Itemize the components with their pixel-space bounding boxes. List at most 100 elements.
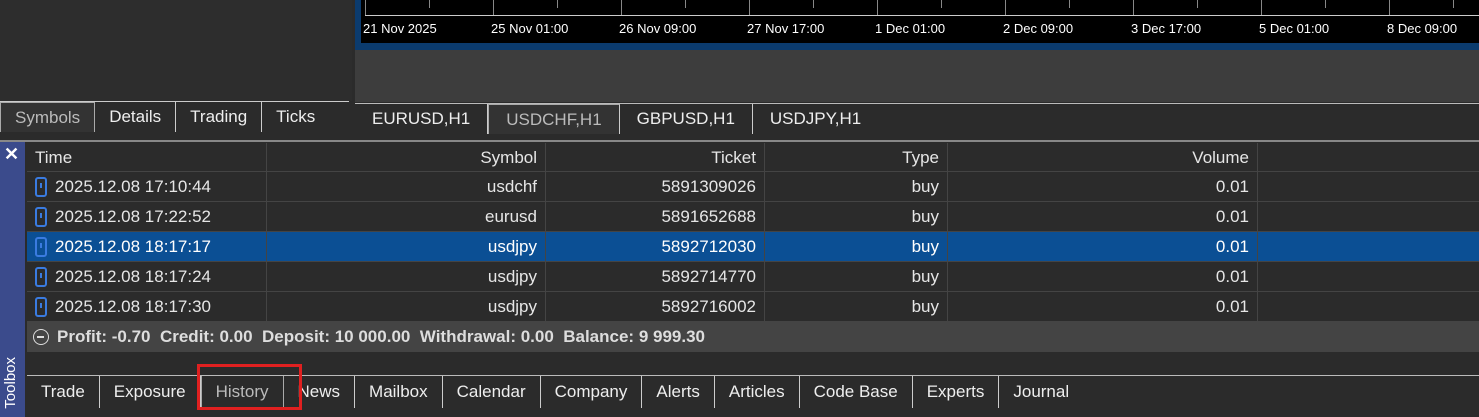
tab-journal[interactable]: Journal xyxy=(1013,382,1070,401)
cell-symbol: usdjpy xyxy=(267,232,546,261)
axis-line xyxy=(365,15,1479,16)
summary-bar: Profit: -0.70 Credit: 0.00 Deposit: 10 0… xyxy=(27,322,1479,352)
table-row[interactable]: 2025.12.08 18:17:30 usdjpy 5892716002 buy 0.… xyxy=(27,292,1479,322)
summary-text: Profit: -0.70 Credit: 0.00 Deposit: 10 0… xyxy=(57,327,705,346)
axis-label: 26 Nov 09:00 xyxy=(619,21,697,36)
tab-ticks[interactable]: Ticks xyxy=(276,107,316,126)
axis-minor-tick xyxy=(429,0,430,8)
tab-company[interactable]: Company xyxy=(541,376,643,408)
cell-volume: 0.01 xyxy=(948,232,1258,261)
cell-time: 2025.12.08 18:17:17 xyxy=(27,232,267,261)
cell-ticket: 5892714770 xyxy=(546,262,765,291)
col-ticket[interactable]: Ticket xyxy=(546,143,765,171)
table-row[interactable]: 2025.12.08 17:10:44 usdchf 5891309026 buy 0.… xyxy=(27,172,1479,202)
cell-time: 2025.12.08 17:10:44 xyxy=(27,172,267,201)
cell-empty xyxy=(1258,202,1479,231)
cell-symbol: usdjpy xyxy=(267,262,546,291)
cell-type: buy xyxy=(765,232,948,261)
col-volume[interactable]: Volume xyxy=(948,143,1258,171)
cell-ticket: 5892712030 xyxy=(546,232,765,261)
document-icon xyxy=(35,206,47,227)
toolbox-label: Toolbox xyxy=(2,357,19,409)
cell-empty xyxy=(1258,232,1479,261)
toolbox-sidebar: ✕ Toolbox xyxy=(0,142,25,417)
cell-volume: 0.01 xyxy=(948,202,1258,231)
time-value: 2025.12.08 18:17:17 xyxy=(55,236,211,256)
collapse-icon[interactable] xyxy=(33,329,49,345)
cell-time: 2025.12.08 18:17:24 xyxy=(27,262,267,291)
col-symbol[interactable]: Symbol xyxy=(267,143,546,171)
table-row[interactable]: 2025.12.08 18:17:17 usdjpy 5892712030 buy 0.… xyxy=(27,232,1479,262)
time-value: 2025.12.08 18:17:30 xyxy=(55,296,211,316)
tab-eurusd[interactable]: EURUSD,H1 xyxy=(355,104,489,134)
tab-mailbox[interactable]: Mailbox xyxy=(355,376,443,408)
close-icon[interactable]: ✕ xyxy=(4,144,20,164)
cell-symbol: usdjpy xyxy=(267,292,546,321)
tab-gbpusd[interactable]: GBPUSD,H1 xyxy=(620,104,753,134)
cell-volume: 0.01 xyxy=(948,262,1258,291)
tab-trade[interactable]: Trade xyxy=(27,376,100,408)
cell-volume: 0.01 xyxy=(948,292,1258,321)
axis-tick xyxy=(621,0,622,15)
col-time[interactable]: Time xyxy=(27,143,267,171)
axis-label: 5 Dec 01:00 xyxy=(1259,21,1330,36)
tab-articles[interactable]: Articles xyxy=(715,376,800,408)
tab-history[interactable]: History xyxy=(200,376,284,408)
table-row[interactable]: 2025.12.08 17:22:52 eurusd 5891652688 buy 0.… xyxy=(27,202,1479,232)
tab-exposure[interactable]: Exposure xyxy=(100,376,201,408)
toolbox-tabs: Trade Exposure History News Mailbox Calendar C… xyxy=(27,375,1479,408)
axis-label: 2 Dec 09:00 xyxy=(1003,21,1074,36)
cell-ticket: 5891309026 xyxy=(546,172,765,201)
axis-minor-tick xyxy=(941,0,942,8)
axis-label: 3 Dec 17:00 xyxy=(1131,21,1202,36)
chart-time-axis: 21 Nov 2025 25 Nov 01:00 26 Nov 09:00 27 No… xyxy=(361,0,1479,43)
cell-time: 2025.12.08 17:22:52 xyxy=(27,202,267,231)
axis-minor-tick xyxy=(813,0,814,8)
cell-ticket: 5892716002 xyxy=(546,292,765,321)
cell-volume: 0.01 xyxy=(948,172,1258,201)
cell-symbol: usdchf xyxy=(267,172,546,201)
chart-gap xyxy=(355,50,1479,102)
tab-trading[interactable]: Trading xyxy=(176,102,263,132)
left-tabs: Symbols Details Trading Ticks xyxy=(0,101,349,132)
document-icon xyxy=(35,296,47,317)
tab-experts[interactable]: Experts xyxy=(913,376,1000,408)
axis-minor-tick xyxy=(1453,0,1454,8)
chart-tabs: EURUSD,H1 USDCHF,H1 GBPUSD,H1 USDJPY,H1 xyxy=(355,103,1479,134)
axis-label: 25 Nov 01:00 xyxy=(491,21,569,36)
tab-symbols[interactable]: Symbols xyxy=(0,102,96,132)
left-panel xyxy=(0,0,352,101)
tab-code-base[interactable]: Code Base xyxy=(800,376,913,408)
document-icon xyxy=(35,176,47,197)
tab-usdchf[interactable]: USDCHF,H1 xyxy=(488,104,620,134)
history-table: Time Symbol Ticket Type Volume 2025.12.0… xyxy=(27,143,1479,322)
tab-usdjpy[interactable]: USDJPY,H1 xyxy=(769,109,862,128)
cell-ticket: 5891652688 xyxy=(546,202,765,231)
tab-calendar[interactable]: Calendar xyxy=(443,376,541,408)
axis-tick xyxy=(1389,0,1390,15)
tab-details[interactable]: Details xyxy=(95,102,177,132)
axis-tick xyxy=(1133,0,1134,15)
cell-empty xyxy=(1258,292,1479,321)
cell-type: buy xyxy=(765,262,948,291)
cell-empty xyxy=(1258,172,1479,201)
document-icon xyxy=(35,236,47,257)
tab-news[interactable]: News xyxy=(284,376,356,408)
tab-alerts[interactable]: Alerts xyxy=(642,376,715,408)
axis-tick xyxy=(877,0,878,15)
cell-type: buy xyxy=(765,172,948,201)
divider xyxy=(0,140,1479,142)
axis-label: 27 Nov 17:00 xyxy=(747,21,825,36)
col-type[interactable]: Type xyxy=(765,143,948,171)
axis-tick xyxy=(1261,0,1262,15)
axis-label: 21 Nov 2025 xyxy=(363,21,437,36)
axis-label: 1 Dec 01:00 xyxy=(875,21,946,36)
cell-type: buy xyxy=(765,202,948,231)
col-empty xyxy=(1258,143,1479,171)
table-row[interactable]: 2025.12.08 18:17:24 usdjpy 5892714770 buy 0.… xyxy=(27,262,1479,292)
cell-symbol: eurusd xyxy=(267,202,546,231)
cell-empty xyxy=(1258,262,1479,291)
cell-type: buy xyxy=(765,292,948,321)
time-value: 2025.12.08 17:10:44 xyxy=(55,176,211,196)
time-value: 2025.12.08 18:17:24 xyxy=(55,266,211,286)
